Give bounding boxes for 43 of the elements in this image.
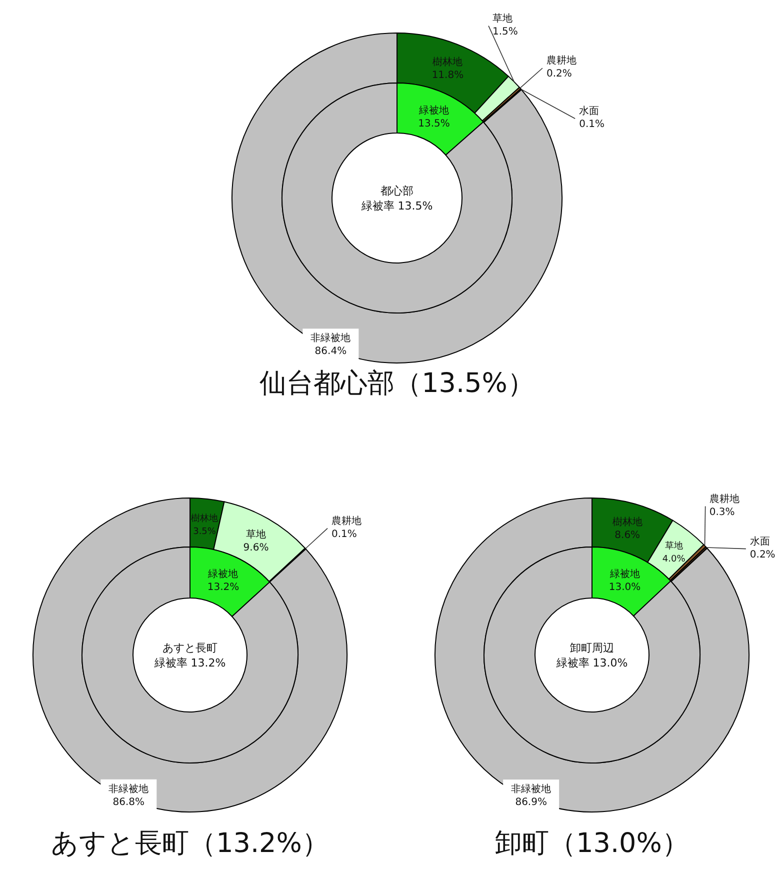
data-label: 4.0% bbox=[662, 554, 686, 564]
slice-label: 非緑被地 bbox=[310, 332, 351, 344]
data-label: 3.5% bbox=[193, 526, 216, 537]
data-label: 0.1% bbox=[332, 528, 357, 540]
data-label: 86.9% bbox=[515, 797, 547, 808]
slice-label: 農耕地 bbox=[332, 514, 362, 527]
data-label: 13.5% bbox=[418, 118, 450, 130]
slice-label: 緑被地 bbox=[418, 104, 450, 116]
data-label: 8.6% bbox=[614, 530, 640, 541]
slice-label: 農耕地 bbox=[546, 54, 576, 67]
text: 緑被率 13.0% bbox=[555, 656, 628, 670]
data-label: 0.1% bbox=[579, 119, 605, 130]
text: 都心部 bbox=[380, 184, 414, 198]
slice-label: 非緑被地 bbox=[511, 783, 552, 796]
data-label: 86.8% bbox=[112, 796, 145, 808]
data-label: 0.2% bbox=[750, 549, 776, 560]
slice-label: 草地 bbox=[246, 528, 266, 541]
text: 緑被率 13.2% bbox=[153, 656, 226, 670]
slice-label: 非緑被地 bbox=[108, 782, 149, 795]
data-label: 11.8% bbox=[432, 70, 464, 82]
data-label: 1.5% bbox=[492, 26, 518, 38]
slice-label: 水面 bbox=[579, 105, 600, 118]
data-label: 86.4% bbox=[314, 346, 347, 358]
text: 卸町（13.0%） bbox=[495, 828, 689, 859]
text: 卸町周辺 bbox=[570, 642, 614, 654]
data-label: 13.2% bbox=[207, 582, 240, 593]
slice-label: 緑被地 bbox=[207, 568, 238, 580]
text: あすと長町（13.2%） bbox=[51, 828, 329, 859]
text: 仙台都心部（13.5%） bbox=[260, 368, 534, 399]
slice-label: 水面 bbox=[750, 535, 770, 548]
data-label: 0.3% bbox=[709, 506, 735, 518]
slice-label: 樹林地 bbox=[191, 512, 218, 524]
slice-label: 農耕地 bbox=[709, 492, 740, 505]
slice-label: 緑被地 bbox=[608, 568, 640, 580]
data-label: 9.6% bbox=[243, 542, 269, 554]
slice-label: 草地 bbox=[492, 12, 513, 24]
text: あすと長町 bbox=[162, 642, 218, 654]
slice-label: 樹林地 bbox=[612, 516, 642, 528]
data-label: 13.0% bbox=[608, 582, 641, 593]
text: 緑被率 13.5% bbox=[360, 200, 433, 212]
slice-label: 草地 bbox=[664, 540, 683, 552]
data-label: 0.2% bbox=[546, 68, 572, 80]
slice-label: 樹林地 bbox=[432, 56, 463, 68]
